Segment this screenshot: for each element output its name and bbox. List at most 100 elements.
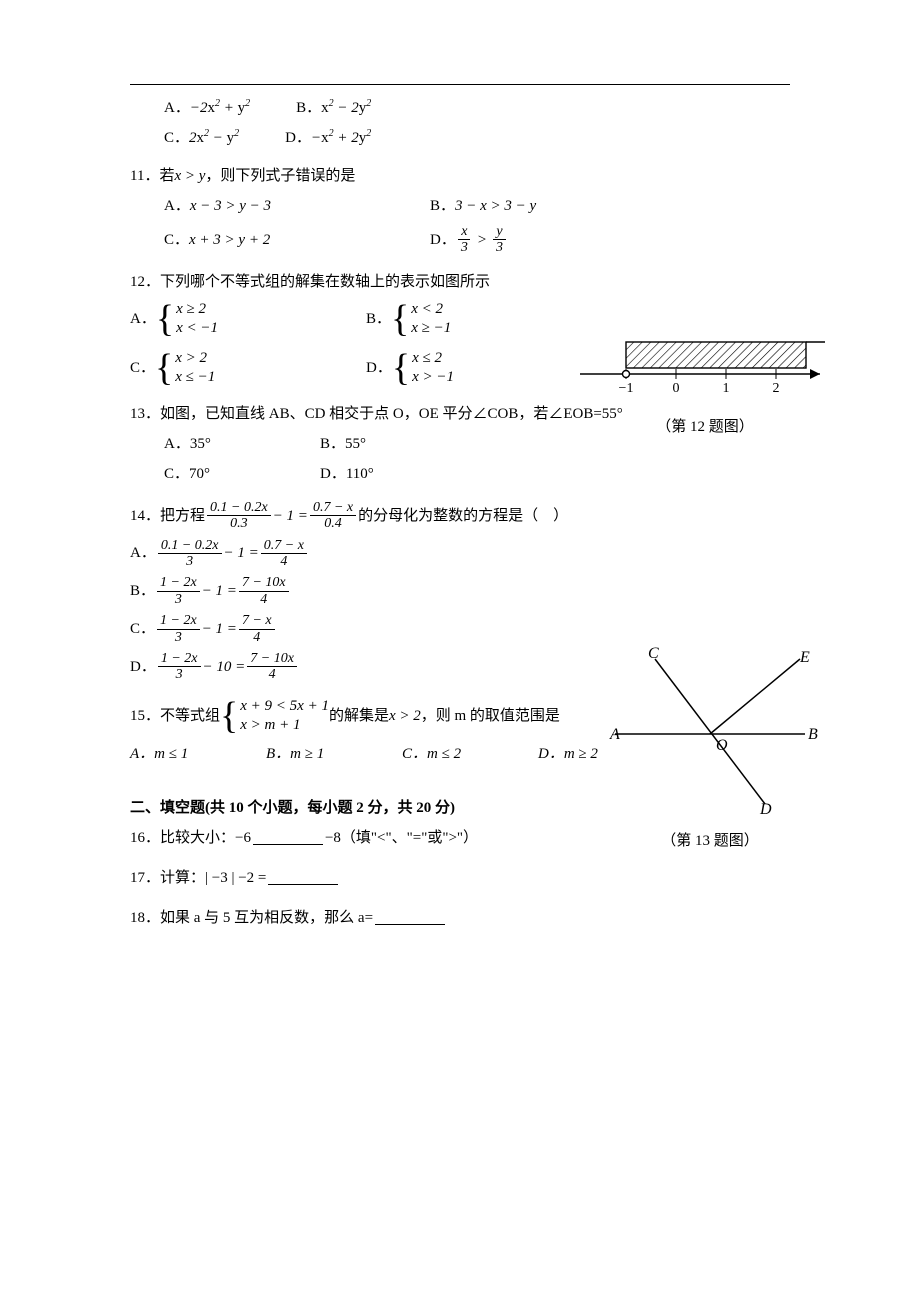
svg-text:E: E — [799, 649, 810, 666]
blank-field[interactable] — [268, 870, 338, 885]
text: 17．计算：| −3 | −2 = — [130, 866, 266, 890]
q11-row2: C． x + 3 > y + 2 D． x3 > y3 — [164, 224, 800, 256]
opt-math: x2 − 2y2 — [321, 96, 371, 120]
sys-line: x < −1 — [176, 319, 218, 339]
opt-label: B． — [430, 194, 455, 218]
sys-line: x ≤ −1 — [175, 368, 215, 388]
opt: A．35° — [164, 432, 274, 456]
q18: 18．如果 a 与 5 互为相反数，那么 a= — [130, 906, 800, 930]
text: − 1 = — [273, 504, 308, 528]
text: − 1 = — [202, 579, 237, 603]
frac-den: 0.4 — [321, 516, 345, 531]
svg-text:1: 1 — [723, 381, 730, 396]
svg-text:2: 2 — [773, 381, 780, 396]
number-line-svg: −1 0 1 2 — [580, 336, 830, 396]
svg-text:O: O — [716, 737, 728, 754]
exam-page: A． −2x2 + y2 B． x2 − 2y2 C． 2x2 − y2 D． … — [0, 0, 920, 1302]
opt-label: B． — [296, 96, 321, 120]
frac-den: 3 — [172, 630, 185, 645]
opt: C．70° — [164, 462, 274, 486]
opt: B．m ≥ 1 — [266, 742, 356, 766]
opt-label: A． — [164, 194, 190, 218]
frac-den: 4 — [266, 667, 279, 682]
text: 18．如果 a 与 5 互为相反数，那么 a= — [130, 906, 373, 930]
opt-label: D． — [285, 126, 311, 150]
frac-den: 3 — [458, 240, 471, 255]
sys-line: x ≥ −1 — [411, 319, 451, 339]
opt: D．110° — [320, 462, 374, 486]
opt-label: D． — [366, 356, 392, 380]
angle-diagram-svg: A B C D E O — [600, 644, 820, 814]
figure-12: −1 0 1 2 （第 12 题图） — [580, 336, 830, 436]
frac-num: y — [493, 224, 505, 240]
opt-math: x − 3 > y − 3 — [190, 194, 271, 218]
math: x > 2 — [389, 704, 421, 728]
frac-num: 1 − 2x — [157, 575, 200, 591]
frac-den: 4 — [257, 592, 270, 607]
frac-num: 0.1 − 0.2x — [207, 500, 271, 516]
frac-den: 3 — [172, 592, 185, 607]
text: 的分母化为整数的方程是（ ） — [358, 504, 568, 528]
q14-optA: A． 0.1 − 0.2x3 − 1 = 0.7 − x4 — [130, 538, 800, 570]
frac-num: 7 − x — [239, 613, 275, 629]
sys-line: x > −1 — [412, 368, 454, 388]
q12-row1: A． {x ≥ 2x < −1 B． {x < 2x ≥ −1 — [130, 300, 800, 339]
opt-math: −x2 + 2y2 — [311, 126, 371, 150]
q14-stem: 14．把方程 0.1 − 0.2x0.3 − 1 = 0.7 − x0.4 的分… — [130, 500, 590, 532]
opt-math: 2x2 − y2 — [189, 126, 239, 150]
svg-text:0: 0 — [673, 381, 680, 396]
opt-math: 3 − x > 3 − y — [455, 194, 536, 218]
sys-line: x > m + 1 — [240, 716, 329, 736]
opt-label: B． — [130, 579, 155, 603]
sys-line: x > 2 — [175, 349, 215, 369]
text: 15．不等式组 — [130, 704, 220, 728]
q17: 17．计算：| −3 | −2 = — [130, 866, 800, 890]
svg-text:−1: −1 — [619, 381, 634, 396]
opt-label: D． — [430, 228, 456, 252]
opt-math: x + 3 > y + 2 — [189, 228, 270, 252]
opt-label: C． — [130, 356, 155, 380]
svg-text:C: C — [648, 645, 659, 662]
blank-field[interactable] — [253, 830, 323, 845]
text: − 1 = — [224, 541, 259, 565]
q10-options-row1: A． −2x2 + y2 B． x2 − 2y2 — [164, 96, 800, 120]
q10-options-row2: C． 2x2 − y2 D． −x2 + 2y2 — [164, 126, 800, 150]
frac-den: 4 — [250, 630, 263, 645]
frac-den: 0.3 — [227, 516, 251, 531]
header-rule — [130, 84, 790, 85]
frac-den: 3 — [183, 554, 196, 569]
rel: > — [477, 228, 487, 252]
frac-num: 7 − 10x — [247, 651, 297, 667]
frac-num: 0.7 − x — [310, 500, 356, 516]
svg-text:B: B — [808, 726, 818, 743]
q12-stem: 12．下列哪个不等式组的解集在数轴上的表示如图所示 — [130, 270, 800, 294]
frac-num: 1 − 2x — [158, 651, 201, 667]
sys-line: x ≤ 2 — [412, 349, 454, 369]
opt-label: D． — [130, 655, 156, 679]
sys-line: x < 2 — [411, 300, 451, 320]
text: 11．若 — [130, 164, 174, 188]
opt-label: A． — [164, 96, 190, 120]
opt-label: C． — [164, 228, 189, 252]
frac-num: 0.7 − x — [261, 538, 307, 554]
opt: A．m ≤ 1 — [130, 742, 220, 766]
text: ，则下列式子错误的是 — [205, 164, 355, 188]
blank-field[interactable] — [375, 910, 445, 925]
opt-label: B． — [366, 307, 391, 331]
text: 16．比较大小：−6 — [130, 826, 251, 850]
opt: D．m ≥ 2 — [538, 742, 598, 766]
frac-num: 0.1 − 0.2x — [158, 538, 222, 554]
opt: C．m ≤ 2 — [402, 742, 492, 766]
figure-caption: （第 13 题图） — [600, 829, 820, 850]
sys-line: x ≥ 2 — [176, 300, 218, 320]
text: 14．把方程 — [130, 504, 205, 528]
opt: B．55° — [320, 432, 366, 456]
text: ，则 m 的取值范围是 — [421, 704, 560, 728]
frac-num: x — [458, 224, 470, 240]
svg-text:D: D — [759, 801, 772, 814]
figure-caption: （第 12 题图） — [580, 415, 830, 436]
text: − 1 = — [202, 617, 237, 641]
q13-row2: C．70° D．110° — [164, 462, 800, 486]
text: − 10 = — [203, 655, 246, 679]
opt-label: A． — [130, 541, 156, 565]
